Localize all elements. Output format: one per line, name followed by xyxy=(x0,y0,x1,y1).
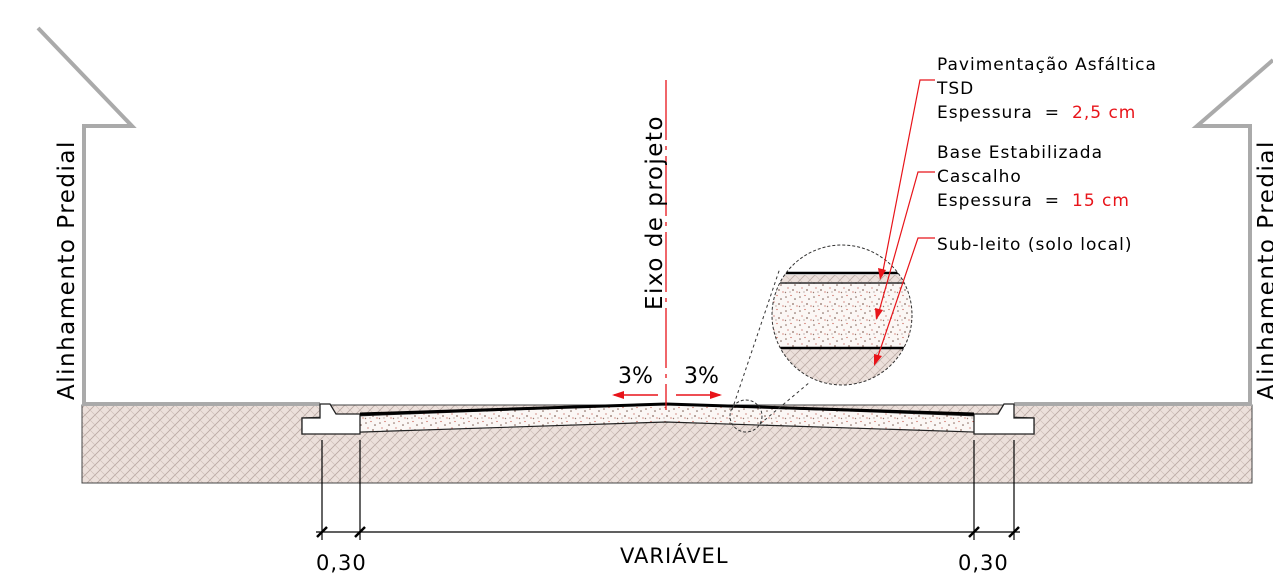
layer-2-thickness-label: Espessura = 15 cm xyxy=(937,191,1130,211)
zoom-detail xyxy=(772,245,912,385)
layer-1-name: Pavimentação Asfáltica xyxy=(937,55,1157,75)
layer-3-name: Sub-leito (solo local) xyxy=(937,235,1133,255)
layer-1-material: TSD xyxy=(936,79,974,99)
detail-marker-circle xyxy=(729,399,763,433)
slope-left-label: 3% xyxy=(618,364,653,389)
building-line-left-label: Alinhamento Predial xyxy=(54,140,80,400)
dimension-center: VARIÁVEL xyxy=(620,543,729,568)
layer-1-thickness-label: Espessura = 2,5 cm xyxy=(937,103,1136,123)
leader-base xyxy=(877,171,935,316)
left-building-outline xyxy=(36,26,320,406)
dimension-right: 0,30 xyxy=(958,551,1009,575)
right-building-outline xyxy=(1014,58,1273,406)
right-curb xyxy=(973,403,1035,435)
building-line-right-label: Alinhamento Predial xyxy=(1254,140,1273,400)
centerline-label: Eixo de projeto xyxy=(642,115,668,310)
slope-right-label: 3% xyxy=(684,364,719,389)
left-curb xyxy=(301,403,361,435)
layer-2-name: Base Estabilizada xyxy=(937,143,1103,163)
leader-asphalt xyxy=(881,79,935,277)
dimension-left: 0,30 xyxy=(316,551,367,575)
leader-subgrade xyxy=(875,237,935,363)
dimension-lines xyxy=(316,440,1020,540)
layer-2-material: Cascalho xyxy=(937,167,1022,187)
